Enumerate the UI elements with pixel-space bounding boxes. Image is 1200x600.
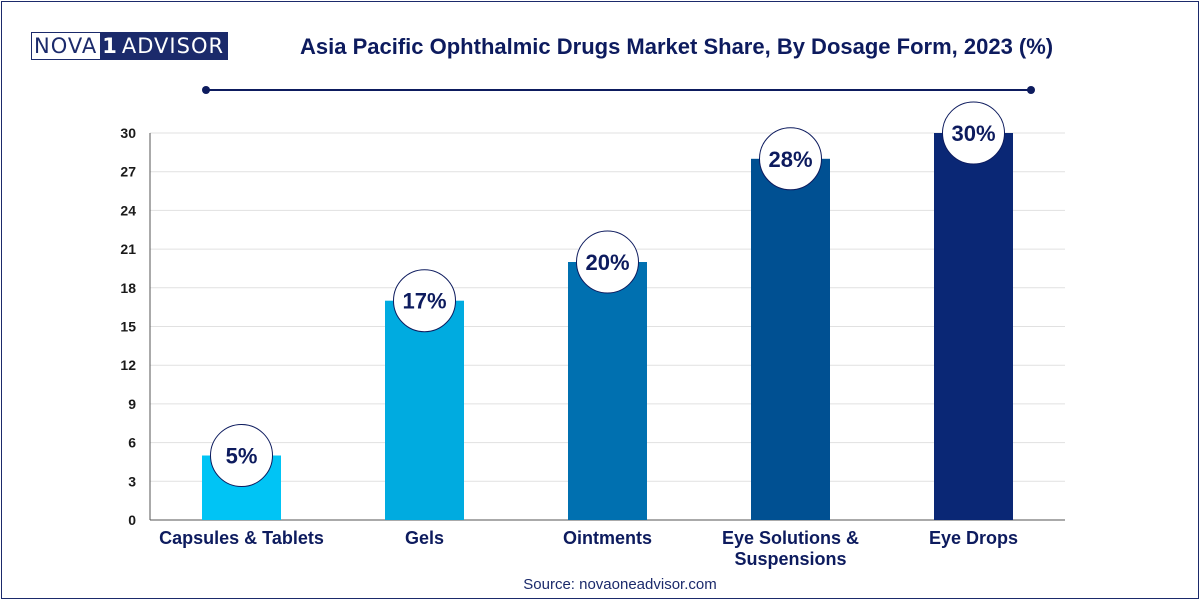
y-tick-label: 15 (120, 319, 136, 335)
bar (751, 158, 830, 521)
x-tick-label: Gels (405, 528, 444, 548)
y-tick-label: 3 (128, 473, 136, 489)
y-tick-label: 27 (120, 164, 136, 180)
source-note: Source: novaoneadvisor.com (523, 576, 717, 593)
x-tick-label: Eye Solutions & (722, 528, 859, 548)
data-label: 5% (226, 444, 258, 469)
data-label: 30% (951, 121, 995, 146)
title-underline (206, 89, 1032, 91)
title-underline-left-dot (202, 86, 210, 94)
data-label-bubble (576, 230, 639, 294)
data-label-bubble (210, 424, 273, 487)
y-tick-label: 0 (128, 512, 136, 528)
x-tick-label: Capsules & Tablets (159, 528, 324, 548)
bar (934, 133, 1013, 520)
data-label: 20% (585, 250, 629, 275)
brand-logo: NOVA 1 ADVISOR (31, 32, 229, 60)
chart-title: Asia Pacific Ophthalmic Drugs Market Sha… (300, 34, 1054, 59)
x-tick-label: Eye Drops (929, 528, 1018, 548)
data-label: 28% (768, 147, 812, 172)
y-tick-label: 21 (120, 241, 136, 257)
data-label-bubble (393, 269, 456, 333)
x-tick-label: Suspensions (734, 549, 846, 569)
y-tick-label: 12 (120, 357, 136, 373)
y-tick-label: 6 (128, 435, 136, 451)
bar (385, 300, 464, 520)
bar (568, 262, 647, 520)
y-tick-label: 30 (120, 125, 136, 141)
y-tick-label: 9 (128, 396, 136, 412)
data-label-bubble (942, 101, 1005, 165)
x-tick-label: Ointments (563, 528, 652, 548)
data-label-bubble (759, 127, 822, 191)
y-tick-label: 24 (120, 202, 136, 218)
data-label: 17% (402, 289, 446, 314)
title-underline-right-dot (1027, 86, 1035, 94)
y-tick-label: 18 (120, 280, 136, 296)
